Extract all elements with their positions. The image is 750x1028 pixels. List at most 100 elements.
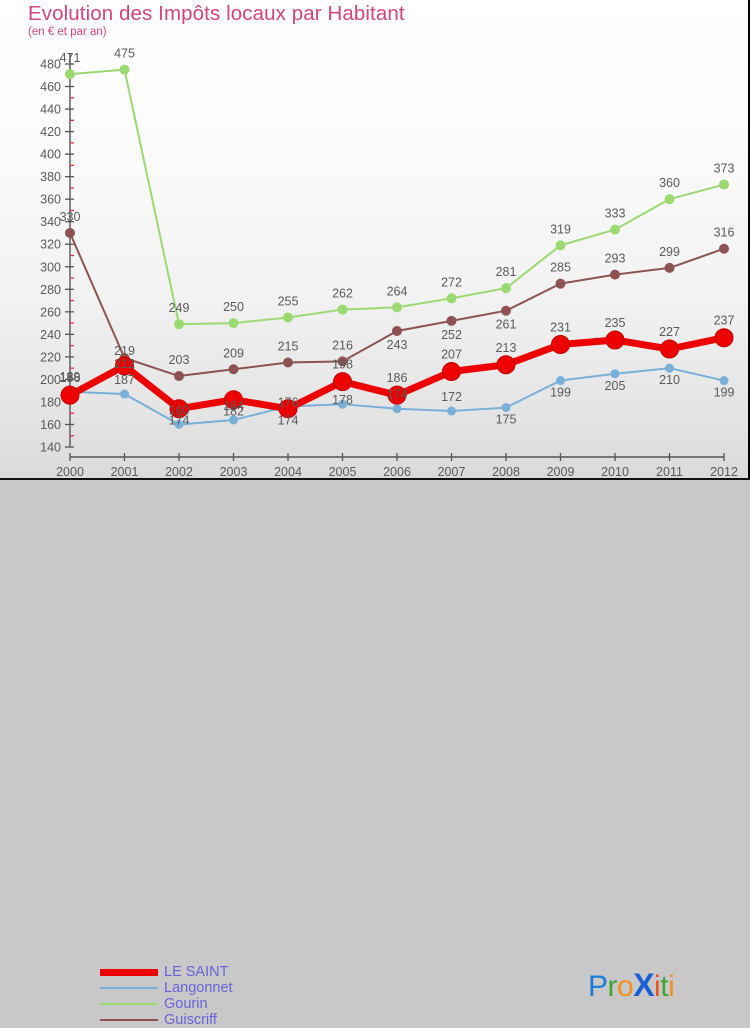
data-point [446,293,457,304]
data-label: 237 [714,314,735,328]
y-tick-label: 340 [40,215,61,229]
data-label: 330 [60,210,81,224]
data-point [224,390,243,410]
data-label: 373 [714,162,735,176]
legend-item-le-saint[interactable]: LE SAINT [100,964,233,980]
data-point [392,404,402,414]
data-label: 164 [223,399,244,413]
legend-item-guiscriff[interactable]: Guiscriff [100,1012,233,1028]
data-label: 213 [496,341,517,355]
logo-char: X [633,967,655,1003]
chart-subtitle: (en € et par an) [28,26,107,38]
data-point [555,278,566,289]
data-label: 207 [441,348,462,362]
labels-langonnet: 189 187 160 164 176 178 174 172 175 199 205 210 199 [60,370,735,427]
data-point [119,64,130,75]
data-point [501,403,511,413]
data-point [446,315,457,326]
data-point [501,305,511,316]
x-tick-label: 2010 [601,465,629,478]
logo-char: i [668,970,675,1003]
logo-char: P [588,970,608,1003]
data-label: 360 [659,176,680,190]
data-point [392,325,402,336]
data-label: 172 [441,390,462,404]
y-tick-label: 460 [40,80,61,94]
data-point [719,179,729,190]
y-tick-label: 300 [40,260,61,274]
data-point [115,356,134,376]
data-label: 174 [169,414,190,428]
data-label: 216 [332,338,353,352]
data-label: 227 [659,325,680,339]
data-label: 209 [223,346,244,360]
data-point [120,389,129,399]
y-tick-label: 200 [40,373,61,387]
data-label: 199 [550,386,571,400]
plot-panel: Evolution des Impôts locaux par Habitant… [0,0,750,478]
logo-char: t [660,970,669,1003]
labels-le-saint: 186 212 174 182 174 198 186 207 213 231 235 227 237 [60,314,735,428]
y-tick-label: 140 [40,441,61,455]
data-point [392,302,402,313]
data-label: 174 [387,388,408,402]
data-point [338,399,347,409]
x-tick-label: 2002 [165,465,193,478]
data-label: 187 [114,373,135,387]
data-label: 333 [605,207,626,221]
data-label: 205 [605,379,626,393]
legend-item-langonnet[interactable]: Langonnet [100,980,233,996]
legend-item-gourin[interactable]: Gourin [100,996,233,1012]
data-point [283,312,293,323]
legend-swatch [100,968,158,976]
data-point [447,406,456,416]
data-label: 261 [496,318,517,332]
data-label: 186 [60,371,81,385]
y-tick-label: 320 [40,238,61,252]
data-label: 203 [169,353,190,367]
data-label: 189 [60,370,81,384]
data-point [228,318,239,329]
data-point [555,240,566,251]
data-label: 255 [278,294,299,308]
data-point [65,69,75,80]
logo-char: o [617,970,634,1003]
data-point [174,419,184,429]
x-tick-label: 2000 [56,465,84,478]
data-point [60,385,80,405]
legend-label: Gourin [164,996,208,1012]
data-point [660,339,679,359]
data-point [664,262,675,273]
y-tick-label: 480 [40,58,61,72]
data-point [174,319,184,330]
data-label: 174 [278,414,299,428]
data-label: 235 [605,316,626,330]
data-label: 175 [496,413,517,427]
data-label: 299 [659,245,680,259]
y-tick-label: 220 [40,350,61,364]
x-tick-label: 2004 [274,465,302,478]
legend-swatch [100,1003,158,1005]
data-point [664,194,675,205]
data-label: 285 [550,261,571,275]
data-point [174,371,184,382]
labels-gourin: 471 475 249 250 255 262 264 272 281 319 333 360 373 [60,47,735,316]
data-label: 249 [169,301,190,315]
data-label: 178 [332,393,353,407]
series-guiscriff [65,227,729,382]
logo-char: r [607,970,618,1003]
x-tick-label: 2009 [547,465,575,478]
data-label: 272 [441,275,462,289]
y-tick-label: 260 [40,305,61,319]
legend-label: Guiscriff [164,1012,217,1028]
data-label: 243 [387,338,408,352]
data-label: 316 [714,226,735,240]
data-point [551,334,570,354]
data-label: 199 [714,386,735,400]
x-tick-label: 2008 [492,465,520,478]
data-point [714,328,734,348]
y-tick-label: 400 [40,148,61,162]
data-point [442,362,461,382]
line-chart: 1401601802002202402602803003203403603804… [40,47,738,478]
data-point [665,363,674,373]
